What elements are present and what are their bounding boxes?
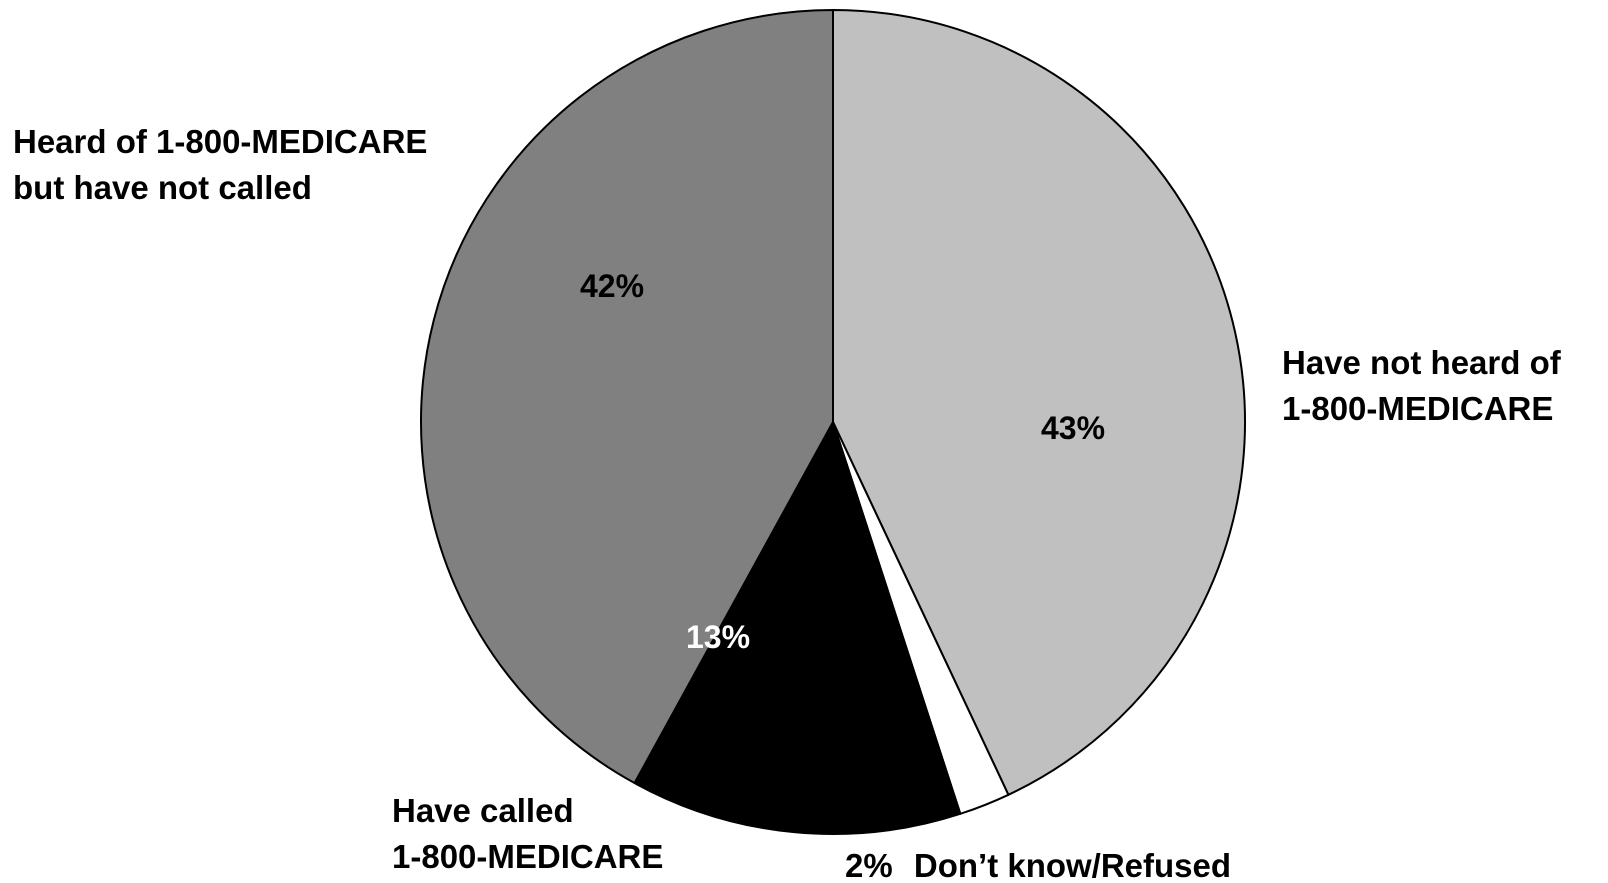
category-label-have-called: Have called 1-800-MEDICARE — [392, 792, 663, 875]
category-label-heard-not-called-line-1: Heard of 1-800-MEDICARE — [13, 123, 427, 160]
category-label-have-called-line-2: 1-800-MEDICARE — [392, 838, 663, 875]
slice-value-label-have-not-heard: 43% — [1041, 410, 1105, 446]
pie-slices — [420, 9, 1246, 835]
category-label-have-not-heard-line-1: Have not heard of — [1282, 344, 1562, 381]
category-label-have-not-heard-line-2: 1-800-MEDICARE — [1282, 390, 1553, 427]
category-label-dont-know-text: Don’t know/Refused — [914, 847, 1231, 883]
slice-value-label-have-called: 13% — [686, 619, 750, 655]
category-label-have-not-heard: Have not heard of 1-800-MEDICARE — [1282, 344, 1570, 427]
pie-slice-3 — [420, 9, 834, 785]
category-label-dont-know: 2% Don’t know/Refused — [845, 847, 1231, 883]
category-label-heard-not-called: Heard of 1-800-MEDICARE but have not cal… — [13, 123, 437, 206]
category-label-have-called-line-1: Have called — [392, 792, 574, 829]
slice-value-label-heard-not-called: 42% — [580, 268, 644, 304]
category-label-dont-know-value: 2% — [845, 847, 893, 883]
pie-slice-2 — [633, 421, 962, 835]
category-label-heard-not-called-line-2: but have not called — [13, 169, 312, 206]
pie-slice-0 — [832, 9, 1246, 796]
